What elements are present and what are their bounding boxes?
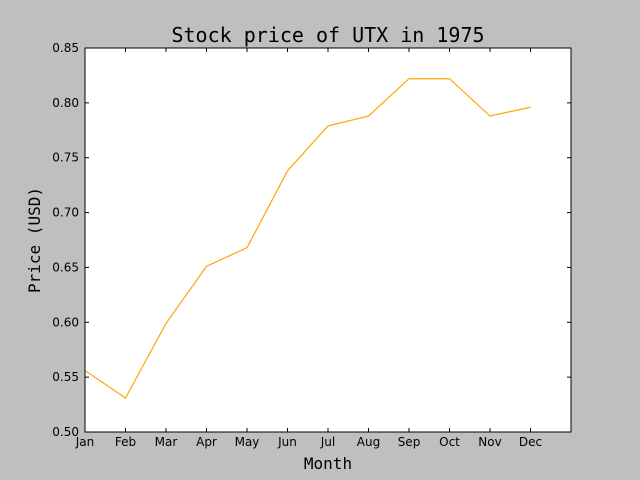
series-layer [84, 78, 531, 399]
x-tick-label: Feb [115, 435, 136, 449]
x-tick-label: Sep [398, 435, 421, 449]
y-tick-label: 0.60 [52, 315, 79, 329]
x-tick-label: Jun [277, 435, 297, 449]
plot-frame [84, 47, 572, 433]
x-axis-label: Month [304, 454, 352, 473]
series-line [84, 78, 531, 399]
tick-layer: Jan Feb Mar Apr May Jun Jul Aug Sep Oct Nov Dec 0.50… [52, 41, 572, 449]
x-tick-label: Mar [155, 435, 178, 449]
x-tick-label: Dec [519, 435, 542, 449]
y-tick-label: 0.80 [52, 96, 79, 110]
x-tick-label: May [235, 435, 260, 449]
x-tick-label: Nov [478, 435, 501, 449]
plot-area [85, 48, 571, 432]
x-tick-label: Apr [196, 435, 217, 449]
y-tick-label: 0.65 [52, 260, 79, 274]
x-tick-label: Oct [439, 435, 460, 449]
chart-title: Stock price of UTX in 1975 [171, 23, 484, 47]
y-tick-label: 0.55 [52, 370, 79, 384]
y-tick-label: 0.85 [52, 41, 79, 55]
y-tick-label: 0.75 [52, 151, 79, 165]
y-tick-label: 0.70 [52, 206, 79, 220]
x-tick-label: Jul [320, 435, 335, 449]
x-tick-label: Jan [75, 435, 95, 449]
y-tick-label: 0.50 [52, 425, 79, 439]
y-axis-label: Price (USD) [25, 187, 44, 293]
x-tick-label: Aug [357, 435, 380, 449]
